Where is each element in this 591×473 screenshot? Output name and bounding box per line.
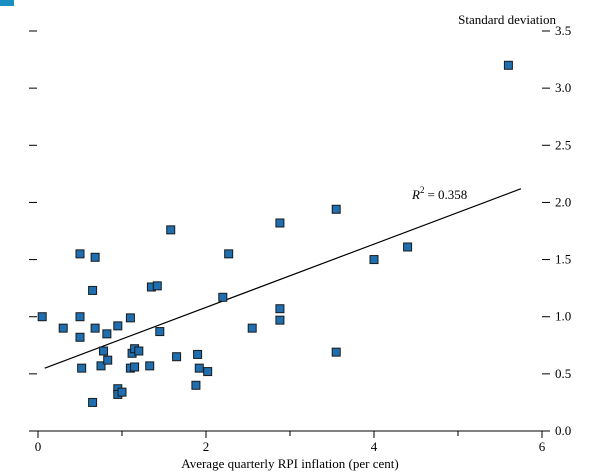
data-point: [145, 361, 155, 371]
trend-line-group: [44, 188, 522, 369]
y-tick-label: 1.5: [555, 252, 571, 267]
x-tick-label: 6: [539, 439, 546, 454]
data-point: [75, 312, 85, 322]
data-point: [88, 285, 98, 295]
x-tick-label: 4: [371, 439, 378, 454]
data-point: [113, 321, 123, 331]
data-point: [191, 380, 201, 390]
y-tick-label: 0.5: [555, 366, 571, 381]
data-point: [152, 281, 162, 291]
data-point: [193, 349, 203, 359]
y-axis-label: Standard deviation: [458, 12, 556, 27]
data-point: [134, 346, 144, 356]
x-tick-label: 0: [35, 439, 42, 454]
r-squared-annotation: R2 = 0.358: [411, 185, 467, 202]
data-point: [125, 313, 135, 323]
data-point: [103, 355, 113, 365]
corner-accent: [0, 0, 14, 6]
y-tick-label: 3.5: [555, 23, 571, 38]
data-point: [90, 323, 100, 333]
y-tick-label: 2.0: [555, 194, 571, 209]
data-point: [331, 347, 341, 357]
data-points: [37, 60, 513, 407]
data-point: [90, 252, 100, 262]
data-point: [503, 60, 513, 70]
r2-base: R: [411, 187, 420, 202]
trend-line: [44, 188, 522, 369]
data-point: [130, 362, 140, 372]
data-point: [77, 363, 87, 373]
data-point: [194, 363, 204, 373]
data-point: [247, 323, 257, 333]
data-point: [96, 361, 106, 371]
data-point: [203, 367, 213, 377]
data-point: [75, 332, 85, 342]
data-point: [275, 218, 285, 228]
r2-value: = 0.358: [427, 187, 467, 202]
data-point: [102, 329, 112, 339]
data-point: [37, 312, 47, 322]
data-point: [99, 346, 109, 356]
data-point: [275, 315, 285, 325]
data-point: [369, 255, 379, 265]
data-point: [331, 204, 341, 214]
data-point: [117, 387, 127, 397]
data-point: [166, 225, 176, 235]
axes: 0 2 4 6 0.0 0.5 1.0 1.5 2.0 2.5 3.0 3.5: [29, 23, 571, 454]
y-tick-label: 1.0: [555, 309, 571, 324]
y-tick-label: 0.0: [555, 423, 571, 438]
x-tick-label: 2: [203, 439, 210, 454]
y-tick-label: 3.0: [555, 80, 571, 95]
data-point: [172, 352, 182, 362]
data-point: [224, 249, 234, 259]
x-axis-label: Average quarterly RPI inflation (per cen…: [181, 456, 398, 471]
data-point: [275, 304, 285, 314]
data-point: [75, 249, 85, 259]
data-point: [218, 292, 228, 302]
data-point: [58, 323, 68, 333]
y-tick-label: 2.5: [555, 137, 571, 152]
data-point: [155, 327, 165, 337]
data-point: [403, 242, 413, 252]
data-point: [88, 397, 98, 407]
r2-superscript: 2: [420, 185, 425, 195]
